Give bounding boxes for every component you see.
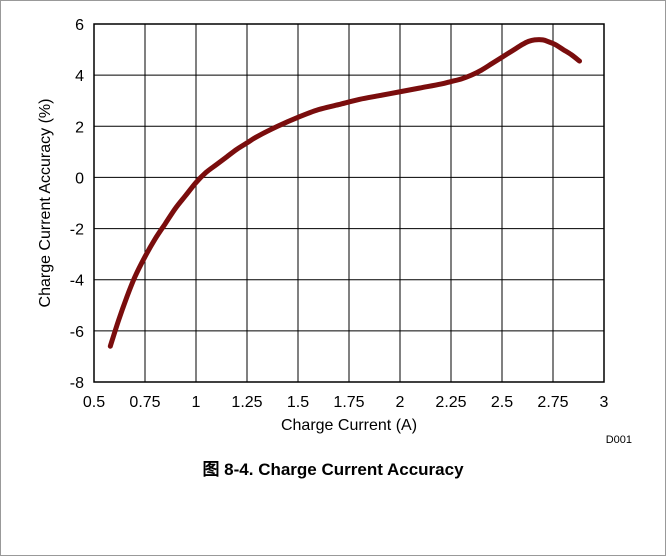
y-axis-title: Charge Current Accuracy (%): [37, 99, 54, 308]
x-tick-label: 0.75: [129, 394, 160, 411]
y-tick-label: 4: [75, 68, 84, 85]
x-tick-label: 2.5: [491, 394, 513, 411]
x-tick-labels: 0.5 0.75 1 1.25 1.5 1.75 2 2.25 2.5 2.75 3: [83, 394, 609, 411]
figure-caption: 图 8-4. Charge Current Accuracy: [0, 455, 666, 480]
x-tick-label: 0.5: [83, 394, 105, 411]
x-tick-label: 1: [192, 394, 201, 411]
x-axis-title: Charge Current (A): [281, 417, 417, 434]
x-tick-label: 1.25: [231, 394, 262, 411]
grid-lines: [94, 24, 604, 382]
y-tick-label: -8: [70, 375, 84, 392]
y-tick-label: -2: [70, 222, 84, 239]
x-tick-label: 2.75: [537, 394, 568, 411]
y-tick-label: 2: [75, 119, 84, 136]
x-tick-label: 3: [600, 394, 609, 411]
y-tick-labels: 6 4 2 0 -2 -4 -6 -8: [70, 17, 84, 392]
y-tick-label: -6: [70, 324, 84, 341]
y-tick-label: 0: [75, 170, 84, 187]
x-tick-label: 1.5: [287, 394, 309, 411]
x-tick-label: 1.75: [333, 394, 364, 411]
x-tick-label: 2: [396, 394, 405, 411]
y-tick-label: 6: [75, 17, 84, 34]
x-tick-label: 2.25: [435, 394, 466, 411]
figure-id-label: D001: [606, 434, 632, 446]
series-line: [110, 40, 579, 347]
y-tick-label: -4: [70, 273, 84, 290]
